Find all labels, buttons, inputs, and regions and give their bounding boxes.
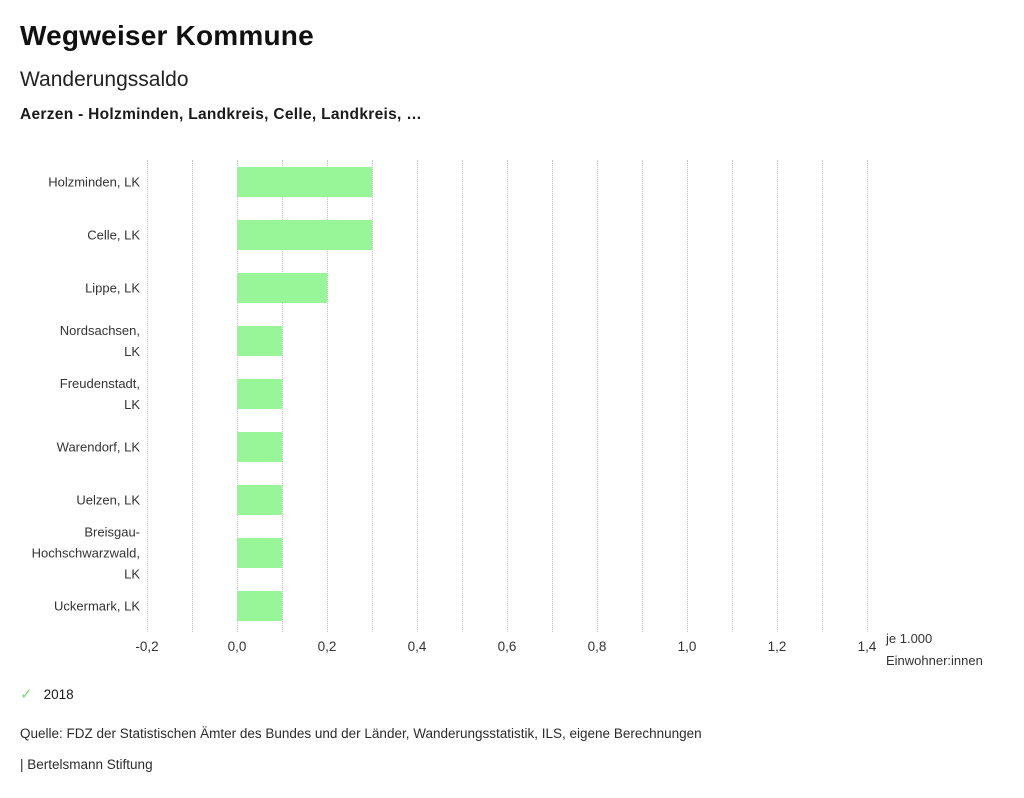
category-label: Uelzen, LK [76,492,140,508]
x-tick-label: 0,2 [317,639,337,654]
app-title: Wegweiser Kommune [20,20,314,51]
gridline [147,160,148,632]
bar-2018[interactable] [237,485,282,515]
gridline [597,160,598,632]
chart-title: Wanderungssaldo [20,68,189,91]
gridline [327,160,328,632]
x-tick-label: 0,8 [587,639,607,654]
gridline [732,160,733,632]
gridline [372,160,373,632]
gridline [552,160,553,632]
x-tick-label: -0,2 [135,639,159,654]
legend-item-2018[interactable]: ✓ 2018 [20,687,74,702]
x-tick-label: 1,0 [677,639,697,654]
gridline [777,160,778,632]
category-label: Breisgau- Hochschwarzwald, LK [31,524,140,582]
bar-2018[interactable] [237,538,282,568]
bar-2018[interactable] [237,432,282,462]
gridline [282,160,283,632]
category-label: Warendorf, LK [56,439,140,455]
gridline [642,160,643,632]
bar-2018[interactable] [237,326,282,356]
source-text: Quelle: FDZ der Statistischen Ämter des … [20,726,702,741]
bar-2018[interactable] [237,167,372,197]
x-tick-label: 0,4 [407,639,427,654]
gridline [462,160,463,632]
x-tick-label: 1,2 [767,639,787,654]
gridline [687,160,688,632]
x-tick-label: 0,6 [497,639,517,654]
x-tick-label: 0,0 [227,639,247,654]
category-label: Freudenstadt, LK [59,376,140,412]
bar-2018[interactable] [237,379,282,409]
category-label: Holzminden, LK [48,174,140,190]
category-axis: Holzminden, LK Celle, LK Lippe, LK Nordsach… [0,160,140,632]
gridline [507,160,508,632]
gridline [822,160,823,632]
x-axis-unit-label: je 1.000 Einwohner:innen [886,631,983,668]
category-label: Nordsachsen, LK [59,323,140,359]
gridline [417,160,418,632]
bar-2018[interactable] [237,220,372,250]
bar-2018[interactable] [237,273,327,303]
bar-2018[interactable] [237,591,282,621]
x-axis-ticks: -0,2 0,0 0,2 0,4 0,6 0,8 1,0 1,2 1,4 [135,639,876,655]
category-label: Lippe, LK [85,280,140,296]
legend-year-label: 2018 [43,687,74,702]
bar-chart-plot-area [147,160,868,632]
gridline [867,160,868,632]
x-tick-label: 1,4 [857,639,877,654]
selection-breadcrumb: Aerzen - Holzminden, Landkreis, Celle, L… [20,106,423,123]
category-label: Uckermark, LK [54,598,140,614]
checkmark-icon: ✓ [20,686,33,703]
branding-text: | Bertelsmann Stiftung [20,757,153,772]
gridline [192,160,193,632]
category-label: Celle, LK [87,227,140,243]
